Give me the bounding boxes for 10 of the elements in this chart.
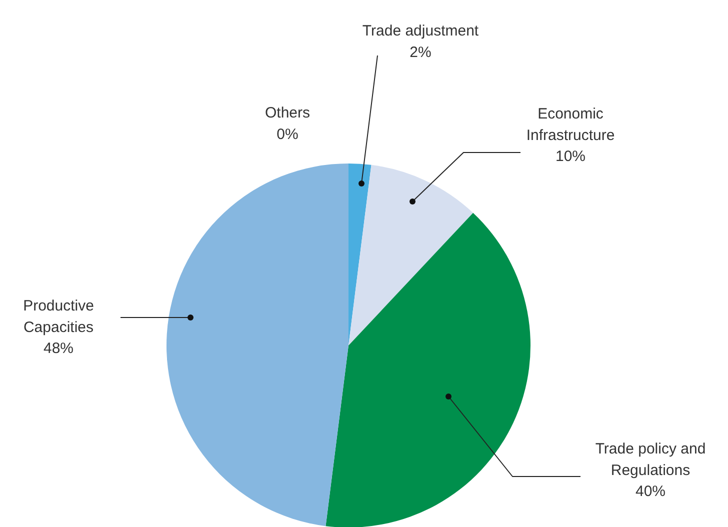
data-label: 2% bbox=[410, 44, 432, 61]
data-label: 40% bbox=[635, 483, 666, 500]
category-label: Others bbox=[264, 104, 310, 122]
slice-label: Economic Infrastructure bbox=[526, 106, 615, 144]
slice-label: Trade policy and Regulations bbox=[595, 440, 706, 479]
slice-label: Trade adjustment bbox=[362, 22, 480, 40]
slice-label: Productive Capacities bbox=[23, 298, 94, 336]
data-label: 48% bbox=[43, 340, 74, 357]
text: 0% bbox=[276, 126, 298, 143]
data-label: 10% bbox=[555, 148, 586, 165]
